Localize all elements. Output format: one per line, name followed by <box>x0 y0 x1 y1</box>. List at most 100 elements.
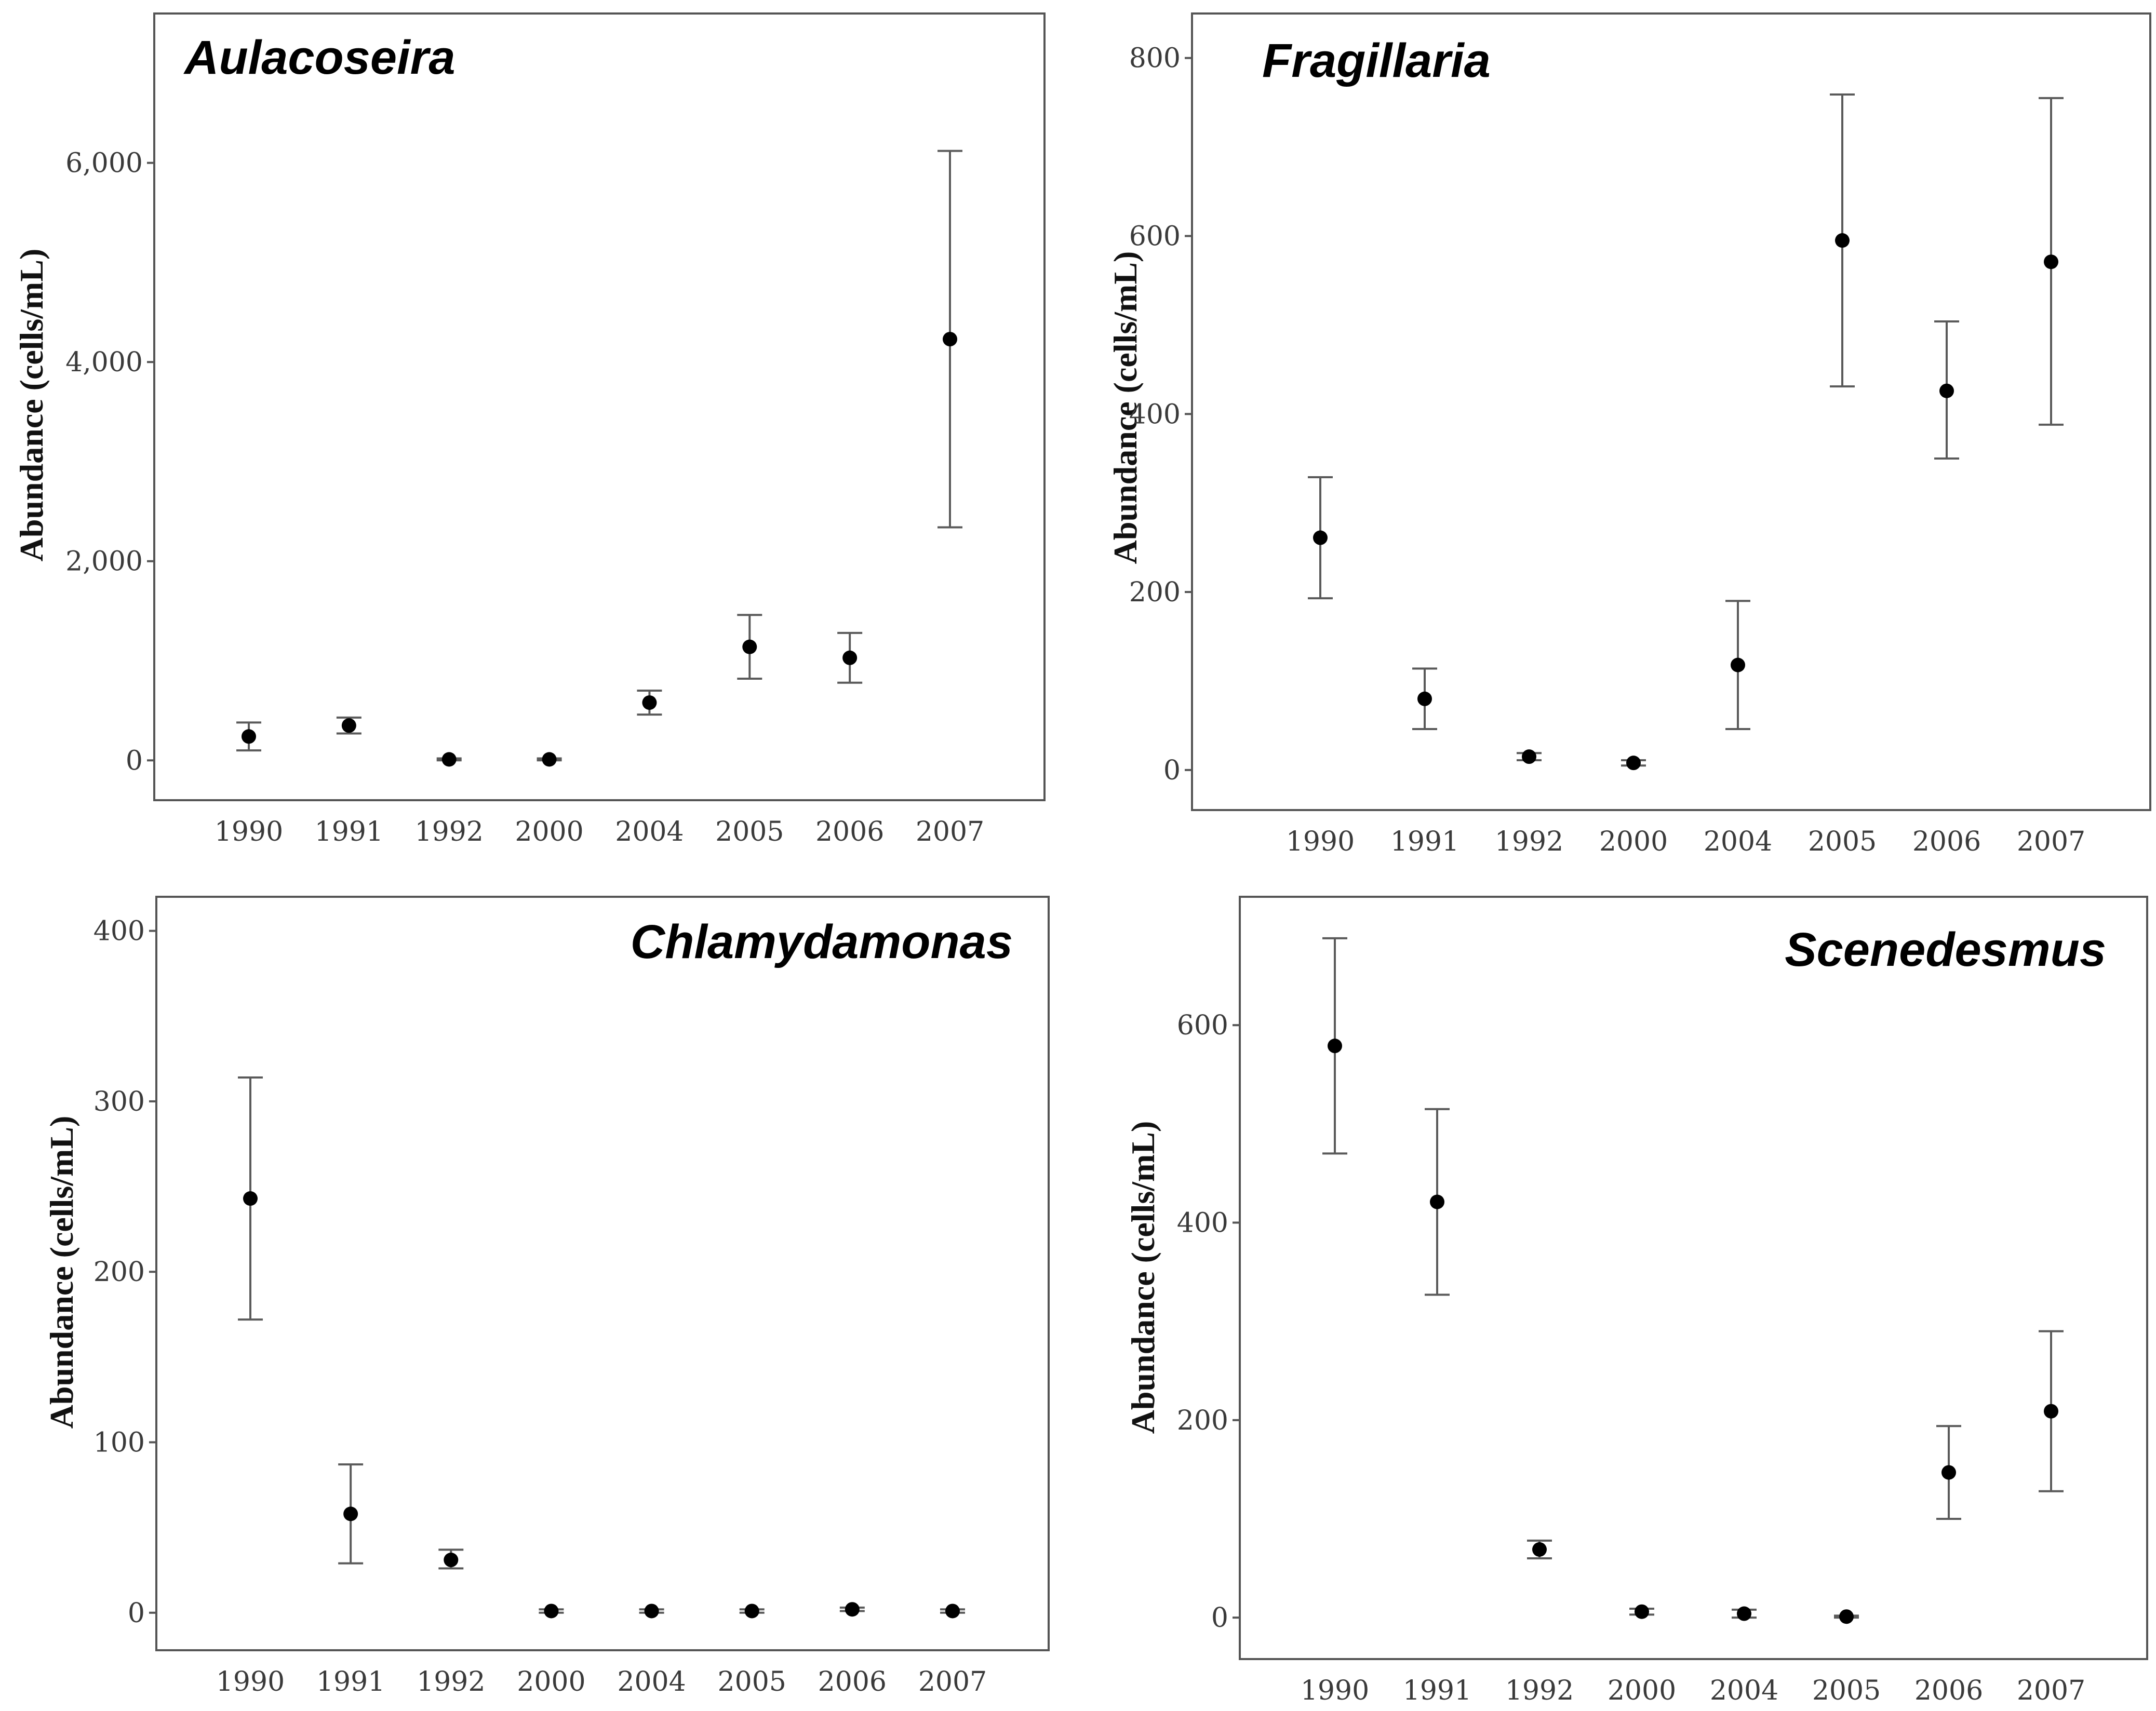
y-tick-label: 200 <box>1177 1405 1228 1436</box>
y-tick-label: 400 <box>1177 1208 1228 1239</box>
data-point <box>644 1604 659 1619</box>
data-point <box>1532 1542 1547 1557</box>
y-tick-label: 600 <box>1129 221 1181 252</box>
x-tick-label: 1992 <box>1495 826 1563 857</box>
data-point <box>1635 1604 1649 1619</box>
y-axis-label: Abundance (cells/mL) <box>1124 1121 1161 1434</box>
y-tick-label: 400 <box>1129 399 1181 430</box>
x-tick-label: 1992 <box>1505 1675 1574 1706</box>
x-tick-label: 2006 <box>818 1666 887 1697</box>
data-point <box>1737 1606 1751 1621</box>
data-points <box>1308 93 2064 771</box>
data-point <box>1839 1609 1854 1624</box>
x-tick-label: 1990 <box>215 816 283 847</box>
data-points <box>1322 937 2064 1624</box>
y-ticks: 0 200 400 600 <box>1177 1010 1240 1634</box>
data-point <box>1522 749 1536 764</box>
y-tick-label: 0 <box>1211 1602 1228 1634</box>
x-tick-label: 2000 <box>1608 1675 1676 1706</box>
x-tick-label: 1990 <box>1301 1675 1369 1706</box>
data-point <box>243 1191 258 1206</box>
data-point <box>642 695 657 710</box>
y-axis-label: Abundance (cells/mL) <box>13 249 50 562</box>
data-point <box>1941 1465 1956 1480</box>
chart-title: Scenedesmus <box>1785 923 2106 976</box>
panel-chlamydamonas: Chlamydamonas Abundance (cells/mL) 0 100 2… <box>43 896 1050 1697</box>
data-point <box>544 1604 559 1619</box>
x-tick-label: 1991 <box>315 816 383 847</box>
y-ticks: 0 200 400 600 800 <box>1129 43 1192 786</box>
x-tick-label: 2007 <box>916 816 984 847</box>
plot-frame <box>155 896 1050 1651</box>
x-tick-label: 1992 <box>417 1666 485 1697</box>
x-tick-label: 2004 <box>1710 1675 1778 1706</box>
panel-scenedesmus: Scenedesmus Abundance (cells/mL) 0 200 400… <box>1124 896 2148 1706</box>
x-tick-label: 2004 <box>617 1666 686 1697</box>
chart-title: Aulacoseira <box>183 31 456 84</box>
data-point <box>2044 1404 2058 1419</box>
panel-aulacoseira: Aulacoseira Abundance (cells/mL) 0 2,000 4… <box>13 12 1046 847</box>
data-point <box>242 729 256 744</box>
data-point <box>1313 530 1328 545</box>
chart-title: Chlamydamonas <box>631 915 1013 968</box>
data-point <box>744 1604 759 1619</box>
x-tick-label: 2000 <box>517 1666 585 1697</box>
x-tick-label: 2006 <box>1912 826 1981 857</box>
data-point <box>1835 233 1850 248</box>
y-tick-label: 400 <box>93 916 145 947</box>
x-tick-label: 2007 <box>918 1666 987 1697</box>
data-point <box>1430 1194 1444 1209</box>
y-tick-label: 4,000 <box>65 347 143 378</box>
x-tick-label: 1991 <box>316 1666 385 1697</box>
plot-frame <box>153 12 1046 801</box>
x-ticks: 1990 1991 1992 2000 2004 2005 2006 2007 <box>216 1666 987 1697</box>
y-tick-label: 600 <box>1177 1010 1228 1041</box>
data-point <box>943 332 957 347</box>
x-tick-label: 2005 <box>718 1666 786 1697</box>
data-point <box>945 1604 960 1619</box>
y-tick-label: 0 <box>126 745 143 776</box>
x-tick-label: 1990 <box>1286 826 1355 857</box>
x-tick-label: 2005 <box>715 816 784 847</box>
y-tick-label: 200 <box>1129 577 1181 608</box>
x-ticks: 1990 1991 1992 2000 2004 2005 2006 2007 <box>1301 1675 2085 1706</box>
x-ticks: 1990 1991 1992 2000 2004 2005 2006 2007 <box>215 816 984 847</box>
data-point <box>2044 254 2058 270</box>
data-points <box>236 150 962 767</box>
data-point <box>341 718 356 733</box>
y-ticks: 0 100 200 300 400 <box>93 916 156 1629</box>
data-point <box>1328 1039 1342 1054</box>
x-tick-label: 2005 <box>1808 826 1877 857</box>
plot-frame <box>1191 12 2151 811</box>
x-tick-label: 2006 <box>1914 1675 1983 1706</box>
data-points <box>238 1076 965 1619</box>
x-tick-label: 1992 <box>415 816 484 847</box>
y-tick-label: 2,000 <box>65 546 143 577</box>
x-tick-label: 2007 <box>2017 826 2085 857</box>
data-point <box>1417 691 1432 706</box>
x-tick-label: 2007 <box>2017 1675 2085 1706</box>
y-axis-label: Abundance (cells/mL) <box>1107 251 1144 564</box>
data-point <box>343 1506 358 1521</box>
x-tick-label: 2006 <box>815 816 884 847</box>
y-tick-label: 6,000 <box>65 148 143 179</box>
y-tick-label: 300 <box>93 1086 145 1117</box>
x-tick-label: 2004 <box>1704 826 1772 857</box>
panel-fragillaria: Fragillaria Abundance (cells/mL) 0 200 400… <box>1107 12 2151 857</box>
y-axis-label: Abundance (cells/mL) <box>43 1116 80 1429</box>
y-tick-label: 200 <box>93 1257 145 1288</box>
plot-frame <box>1239 896 2148 1660</box>
data-point <box>1626 756 1641 771</box>
x-tick-label: 1991 <box>1403 1675 1471 1706</box>
x-tick-label: 1990 <box>216 1666 285 1697</box>
data-point <box>742 639 757 654</box>
data-point <box>441 752 457 767</box>
data-point <box>842 650 858 665</box>
x-tick-label: 2004 <box>615 816 684 847</box>
x-tick-label: 2000 <box>515 816 583 847</box>
y-ticks: 0 2,000 4,000 6,000 <box>65 148 154 776</box>
chart-title: Fragillaria <box>1262 34 1491 87</box>
data-point <box>1731 657 1745 672</box>
x-tick-label: 2005 <box>1812 1675 1881 1706</box>
